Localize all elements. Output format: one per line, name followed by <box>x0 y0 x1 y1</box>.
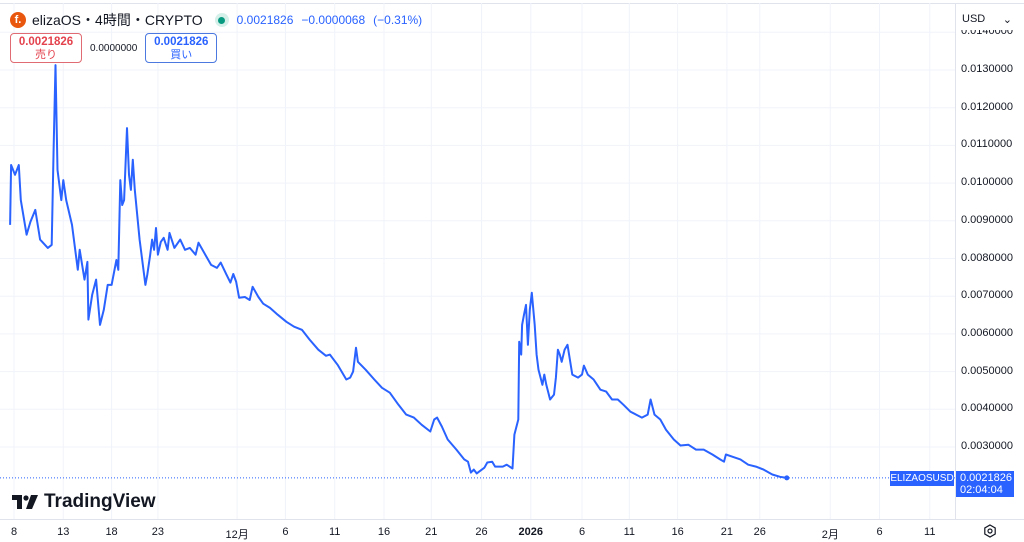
x-tick-label: 13 <box>57 526 70 538</box>
price-change: −0.0000068 <box>301 13 366 27</box>
spread-value: 0.0000000 <box>90 42 138 54</box>
x-tick-label: 21 <box>425 526 438 538</box>
y-tick-label: 0.0050000 <box>961 364 1013 377</box>
y-tick-label: 0.0090000 <box>961 213 1013 226</box>
chart-frame <box>0 3 1024 542</box>
x-tick-label: 16 <box>377 526 391 538</box>
y-tick-label: 0.0130000 <box>961 63 1013 75</box>
symbol-price-tag: ELIZAOSUSD <box>890 471 954 486</box>
currency-select[interactable]: USD ⌄ <box>956 8 1018 30</box>
x-tick-label: 11 <box>623 526 636 538</box>
y-tick-label: 0.0110000 <box>961 138 1013 151</box>
symbol-header: f. elizaOS・4時間・CRYPTO 0.0021826 −0.00000… <box>10 10 422 30</box>
time-axis-divider <box>0 519 1024 520</box>
chevron-down-icon: ⌄ <box>1002 14 1012 26</box>
price-change-percent: (−0.31%) <box>373 13 423 27</box>
price-chart[interactable] <box>0 0 955 519</box>
x-tick-label: 6 <box>578 526 586 538</box>
x-tick-label: 12月 <box>225 529 249 541</box>
x-tick-label: 6 <box>282 526 289 538</box>
x-tick-label: 6 <box>876 526 883 538</box>
buy-button[interactable]: 0.0021826 買い <box>145 33 218 63</box>
x-tick-label: 16 <box>671 526 684 538</box>
last-point-marker <box>784 475 790 481</box>
tradingview-logo-icon <box>12 495 38 509</box>
y-tick-label: 0.0070000 <box>961 289 1013 302</box>
last-price: 0.0021826 <box>236 13 294 27</box>
y-tick-label: 0.0080000 <box>961 251 1013 264</box>
price-axis-divider <box>955 3 956 519</box>
x-tick-label: 26 <box>753 526 766 538</box>
x-tick-label: 26 <box>475 526 488 538</box>
x-tick-label: 2026 <box>518 526 544 538</box>
symbol-title[interactable]: elizaOS・4時間・CRYPTO <box>32 12 203 28</box>
y-tick-label: 0.0100000 <box>961 176 1013 189</box>
y-tick-label: 0.0060000 <box>961 326 1013 339</box>
price-series-line <box>9 64 787 479</box>
sell-button[interactable]: 0.0021826 売り <box>10 33 82 63</box>
y-tick-label: 0.0040000 <box>961 402 1013 415</box>
x-tick-label: 2月 <box>821 529 839 541</box>
y-tick-label: 0.0030000 <box>961 440 1013 452</box>
x-tick-label: 23 <box>151 526 165 538</box>
last-price-badge: 0.0021826 02:04:04 <box>956 471 1014 497</box>
elizaos-logo-icon: f. <box>10 12 26 28</box>
x-tick-label: 8 <box>10 526 18 538</box>
y-tick-label: 0.0120000 <box>961 100 1013 113</box>
x-tick-label: 11 <box>328 526 341 538</box>
chart-settings-icon[interactable] <box>983 524 997 538</box>
market-status-icon[interactable] <box>214 13 229 27</box>
x-tick-label: 21 <box>720 526 734 538</box>
x-tick-label: 18 <box>105 526 118 538</box>
x-tick-label: 11 <box>924 526 936 538</box>
trade-panel: 0.0021826 売り 0.0000000 0.0021826 買い <box>10 33 218 63</box>
tradingview-logo[interactable]: TradingView <box>12 491 156 513</box>
